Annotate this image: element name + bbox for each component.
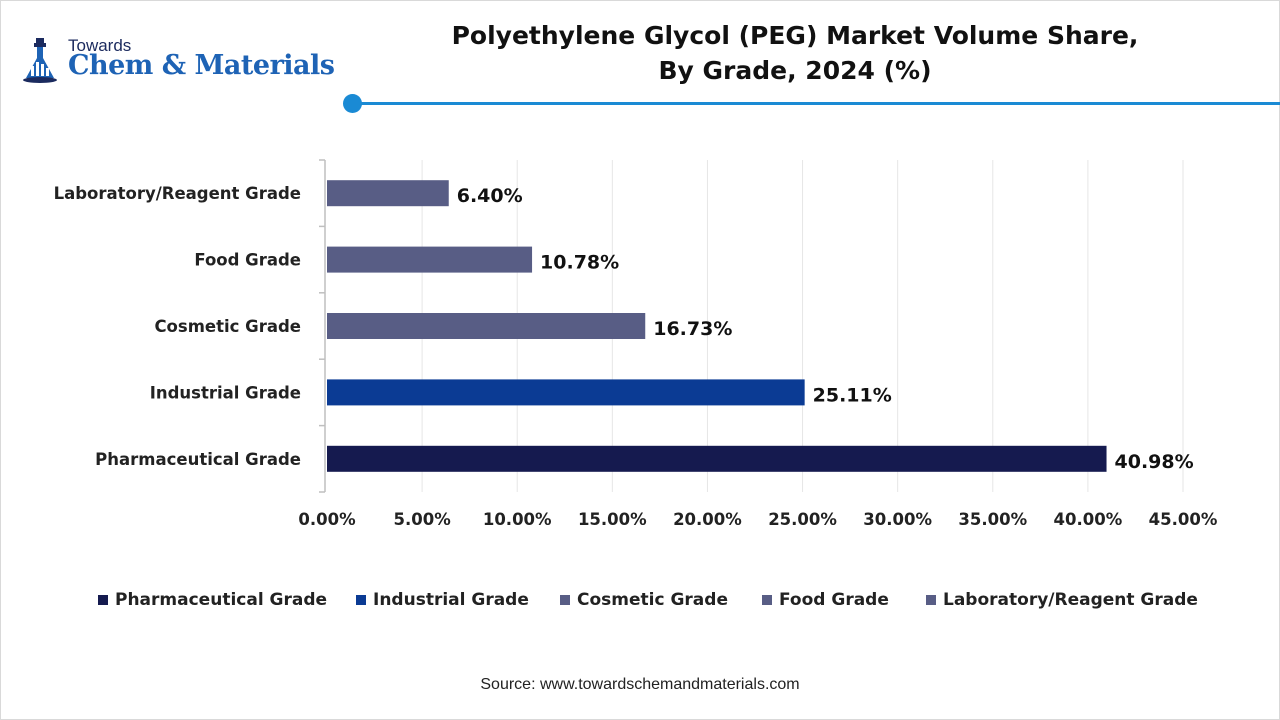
data-label: 25.11%	[813, 384, 892, 406]
bar	[327, 313, 646, 339]
legend-label: Laboratory/Reagent Grade	[943, 590, 1198, 610]
x-tick-label: 40.00%	[1054, 510, 1123, 529]
x-tick-label: 0.00%	[298, 510, 356, 529]
data-label: 10.78%	[540, 252, 619, 274]
bar	[327, 445, 1107, 472]
category-label: Industrial Grade	[150, 383, 301, 402]
flask-icon	[23, 38, 57, 83]
x-tick-label: 10.00%	[483, 510, 552, 529]
bar	[327, 180, 449, 207]
x-tick-label: 20.00%	[673, 510, 742, 529]
brand-top-text: Towards	[68, 36, 132, 55]
category-label: Pharmaceutical Grade	[95, 450, 301, 469]
legend-item: Food Grade	[762, 590, 889, 610]
legend-label: Cosmetic Grade	[577, 590, 728, 610]
x-tick-label: 25.00%	[768, 510, 837, 529]
legend-swatch	[356, 595, 366, 605]
legend-label: Food Grade	[779, 590, 889, 610]
x-tick-label: 30.00%	[863, 510, 932, 529]
bar	[327, 246, 533, 273]
chart-title: Polyethylene Glycol (PEG) Market Volume …	[360, 18, 1230, 88]
chart-title-line2: By Grade, 2024 (%)	[658, 56, 932, 85]
title-rule-dot	[343, 94, 362, 113]
legend-label: Pharmaceutical Grade	[115, 590, 328, 610]
legend-swatch	[98, 595, 108, 605]
legend-item: Cosmetic Grade	[560, 590, 728, 610]
chart-title-line1: Polyethylene Glycol (PEG) Market Volume …	[451, 21, 1139, 50]
source-note: Source: www.towardschemandmaterials.com	[480, 676, 800, 693]
legend-label: Industrial Grade	[373, 590, 529, 610]
x-tick-label: 35.00%	[958, 510, 1027, 529]
data-label: 16.73%	[653, 318, 732, 340]
x-tick-label: 5.00%	[393, 510, 451, 529]
legend-swatch	[560, 595, 570, 605]
brand-main-text: Chem & Materials	[68, 50, 335, 81]
bar	[327, 379, 805, 406]
brand-logo: Towards Chem & Materials	[22, 36, 342, 86]
x-tick-label: 15.00%	[578, 510, 647, 529]
legend-item: Pharmaceutical Grade	[98, 590, 327, 610]
legend-swatch	[762, 595, 772, 605]
legend-swatch	[926, 595, 936, 605]
x-tick-label: 45.00%	[1149, 510, 1218, 529]
category-label: Food Grade	[194, 251, 301, 270]
category-label: Cosmetic Grade	[154, 317, 301, 336]
category-label: Laboratory/Reagent Grade	[54, 184, 301, 203]
title-rule-line	[355, 102, 1280, 105]
legend-item: Laboratory/Reagent Grade	[926, 590, 1198, 610]
data-label: 40.98%	[1115, 451, 1194, 473]
data-label: 6.40%	[457, 185, 523, 207]
legend-item: Industrial Grade	[356, 590, 529, 610]
